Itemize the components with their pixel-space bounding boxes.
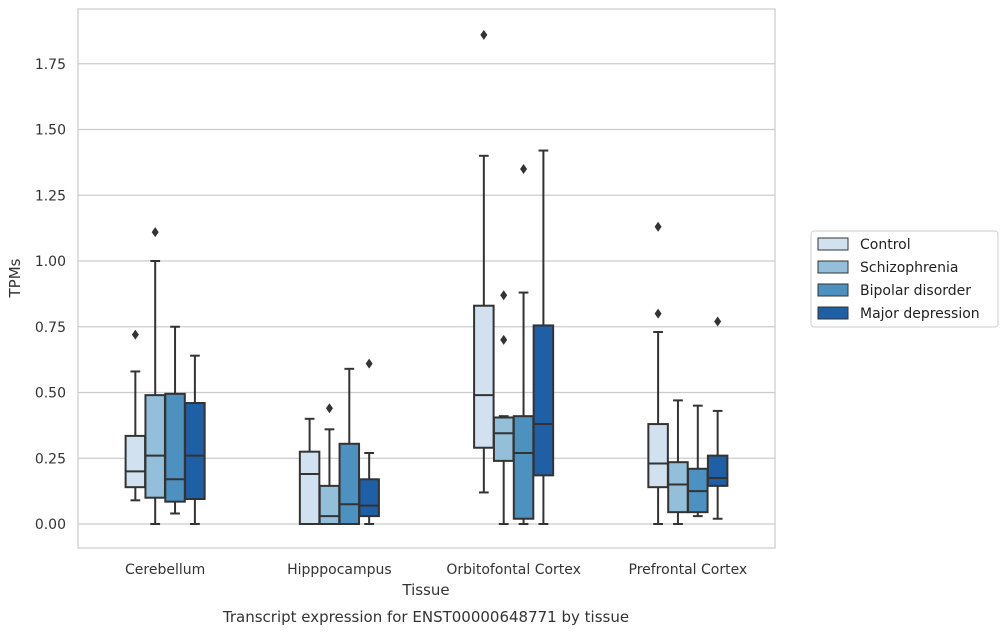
- legend-label: Major depression: [860, 306, 980, 322]
- box: [667, 461, 689, 514]
- outlier-point: [325, 403, 333, 414]
- x-tick-label: Cerebellum: [125, 562, 205, 578]
- series-bipolar-disorder: [164, 163, 709, 525]
- y-tick-label: 0.25: [35, 451, 66, 467]
- legend-label: Control: [860, 237, 911, 253]
- box: [473, 304, 495, 449]
- y-tick-label: 0.75: [35, 320, 66, 336]
- box: [532, 324, 555, 477]
- y-tick-label: 1.00: [35, 254, 66, 270]
- box-group: [532, 149, 555, 525]
- x-axis-label: Tissue: [401, 581, 449, 599]
- legend: Control Schizophrenia Bipolar disorder Majo…: [810, 230, 999, 328]
- y-axis-label: TPMs: [6, 258, 24, 298]
- box-group: [338, 367, 361, 525]
- outlier-point: [714, 316, 722, 327]
- box: [706, 454, 729, 487]
- legend-swatch: [817, 306, 849, 320]
- box-group: [647, 221, 669, 525]
- legend-frame: [810, 230, 999, 328]
- box-group: [687, 404, 709, 518]
- box: [338, 442, 361, 525]
- outlier-point: [480, 29, 488, 40]
- box: [298, 450, 321, 525]
- legend-label: Bipolar disorder: [860, 283, 971, 299]
- box-group: [184, 354, 206, 525]
- y-tick-label: 0.50: [35, 386, 66, 402]
- box-group: [706, 316, 729, 520]
- x-tick-label: Orbitofontal Cortex: [446, 562, 581, 578]
- legend-swatch: [817, 237, 849, 251]
- box-group: [164, 325, 186, 515]
- x-tick-label: Prefrontal Cortex: [629, 562, 748, 578]
- outlier-point: [654, 308, 662, 319]
- y-tick-label: 1.50: [35, 123, 66, 139]
- outlier-point: [654, 221, 662, 232]
- series-control: [124, 29, 669, 525]
- y-tick-labels: 0.00 0.25 0.50 0.75 1.00 1.25 1.50 1.75: [35, 57, 66, 533]
- y-tick-label: 0.00: [35, 517, 66, 533]
- y-tick-label: 1.75: [35, 57, 66, 73]
- series-major-depression: [184, 149, 729, 525]
- box: [184, 402, 206, 501]
- box-group: [667, 399, 689, 525]
- outlier-point: [151, 227, 159, 238]
- outlier-point: [365, 358, 373, 369]
- x-tick-labels: Cerebellum Hipppocampus Orbitofontal Corte…: [125, 562, 747, 578]
- outlier-point: [500, 334, 508, 345]
- box-group: [473, 29, 495, 494]
- box: [164, 392, 186, 503]
- outlier-point: [520, 163, 528, 174]
- box: [358, 478, 380, 518]
- legend-label: Schizophrenia: [860, 260, 958, 276]
- outlier-point: [131, 329, 139, 340]
- box: [492, 416, 515, 462]
- plot-frame: [77, 8, 776, 549]
- legend-swatch: [817, 260, 849, 274]
- box-group: [298, 417, 321, 525]
- box: [144, 394, 166, 499]
- chart-caption: Transcript expression for ENST0000064877…: [222, 608, 629, 626]
- boxes: [124, 29, 729, 525]
- x-tick-label: Hipppocampus: [287, 562, 392, 578]
- legend-swatch: [817, 283, 849, 297]
- box: [647, 423, 669, 489]
- box: [124, 434, 147, 489]
- outlier-point: [500, 290, 508, 301]
- box-group: [124, 329, 147, 502]
- box: [512, 415, 535, 520]
- y-tick-label: 1.25: [35, 188, 66, 204]
- box-group: [358, 358, 380, 525]
- box: [318, 484, 341, 525]
